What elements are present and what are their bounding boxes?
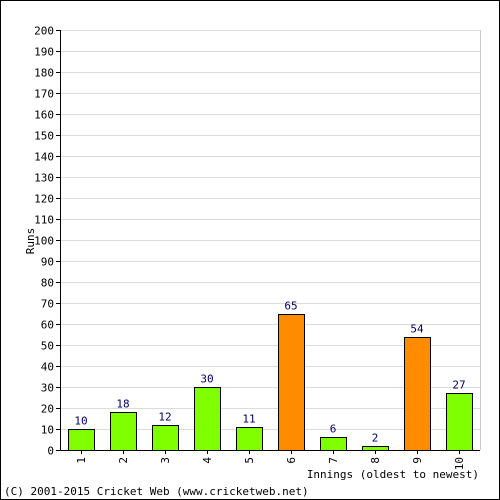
bar-innings-3 (152, 425, 179, 451)
x-axis-title: Innings (oldest to newest) (307, 468, 479, 481)
y-tick-label: 100 (34, 235, 54, 248)
y-tick-label: 170 (34, 88, 54, 101)
x-tick-label: 4 (201, 457, 214, 464)
y-tick-label: 140 (34, 151, 54, 164)
x-tick-label: 1 (75, 457, 88, 464)
x-tick-label: 2 (117, 457, 130, 464)
data-label: 10 (74, 415, 87, 428)
bar-innings-4 (194, 387, 221, 451)
y-tick-label: 180 (34, 67, 54, 80)
x-tick-label: 8 (369, 457, 382, 464)
y-tick-label: 190 (34, 46, 54, 59)
y-tick-label: 80 (41, 277, 54, 290)
x-tick-label: 5 (243, 457, 256, 464)
y-tick-label: 90 (41, 256, 54, 269)
y-tick-label: 120 (34, 193, 54, 206)
bar-innings-1 (68, 429, 95, 451)
bar-innings-7 (320, 437, 347, 451)
bar-innings-10 (446, 393, 473, 451)
x-tick-label: 3 (159, 457, 172, 464)
y-tick-label: 130 (34, 172, 54, 185)
data-label: 65 (284, 300, 297, 313)
data-label: 30 (200, 373, 213, 386)
x-tick-label: 9 (411, 457, 424, 464)
x-tick-label: 10 (453, 457, 466, 470)
axes: 0102030405060708090100110120130140150160… (34, 25, 481, 470)
data-label: 27 (452, 379, 465, 392)
y-tick-label: 60 (41, 319, 54, 332)
bar-innings-5 (236, 427, 263, 451)
bar-innings-8 (362, 446, 389, 451)
y-tick-label: 40 (41, 361, 54, 374)
y-tick-label: 110 (34, 214, 54, 227)
y-tick-label: 50 (41, 340, 54, 353)
y-tick-label: 160 (34, 109, 54, 122)
bars (68, 314, 473, 451)
bar-innings-6 (278, 314, 305, 451)
data-label: 12 (158, 411, 171, 424)
data-label: 2 (372, 432, 379, 445)
data-label: 11 (242, 413, 255, 426)
bar-innings-2 (110, 412, 137, 451)
data-labels: 10 18 12 30 11 65 6 2 54 27 (74, 300, 465, 445)
copyright-footer: (C) 2001-2015 Cricket Web (www.cricketwe… (4, 485, 309, 498)
data-label: 18 (116, 398, 129, 411)
y-tick-label: 10 (41, 424, 54, 437)
x-tick-label: 6 (285, 457, 298, 464)
y-tick-label: 200 (34, 25, 54, 38)
y-tick-label: 30 (41, 382, 54, 395)
y-tick-label: 70 (41, 298, 54, 311)
bar-innings-9 (404, 337, 431, 451)
y-tick-label: 150 (34, 130, 54, 143)
y-tick-label: 0 (47, 445, 54, 458)
data-label: 54 (410, 323, 424, 336)
x-tick-label: 7 (327, 457, 340, 464)
y-tick-label: 20 (41, 403, 54, 416)
data-label: 6 (330, 423, 337, 436)
y-axis-title: Runs (24, 228, 37, 255)
